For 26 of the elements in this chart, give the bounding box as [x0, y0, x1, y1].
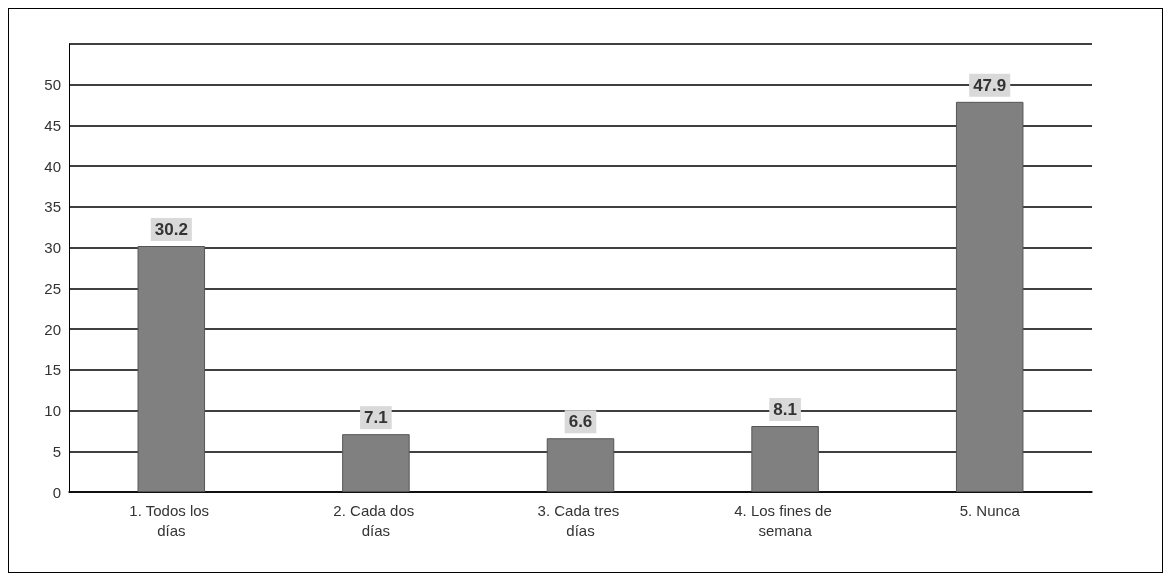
y-tick-label: 0	[52, 483, 61, 501]
x-tick-label: 2. Cada dos días	[333, 501, 419, 539]
data-label: 7.1	[364, 408, 388, 428]
y-tick-label: 20	[44, 320, 61, 338]
y-tick-label: 35	[44, 198, 61, 216]
y-tick-label: 30	[44, 239, 61, 257]
x-tick-label: 5. Nunca	[959, 501, 1021, 519]
data-label: 30.2	[154, 220, 188, 240]
x-tick-label: 1. Todos los días	[129, 501, 214, 539]
data-label: 47.9	[973, 75, 1007, 95]
y-tick-label: 15	[44, 361, 61, 379]
y-tick-label: 50	[44, 76, 61, 94]
bar	[137, 246, 206, 492]
y-tick-label: 40	[44, 157, 61, 175]
y-tick-label: 45	[44, 116, 61, 134]
bar	[751, 426, 819, 492]
bar	[546, 438, 615, 492]
data-label: 6.6	[568, 412, 593, 432]
data-label: 8.1	[773, 400, 797, 420]
y-tick-label: 25	[44, 279, 61, 297]
x-tick-label: 3. Cada tres días	[537, 501, 624, 539]
y-tick-label: 10	[44, 402, 61, 420]
y-tick-label: 5	[52, 442, 61, 460]
x-tick-label: 4. Los fines de semana	[734, 501, 836, 539]
bar	[342, 434, 410, 492]
bar	[955, 101, 1024, 492]
